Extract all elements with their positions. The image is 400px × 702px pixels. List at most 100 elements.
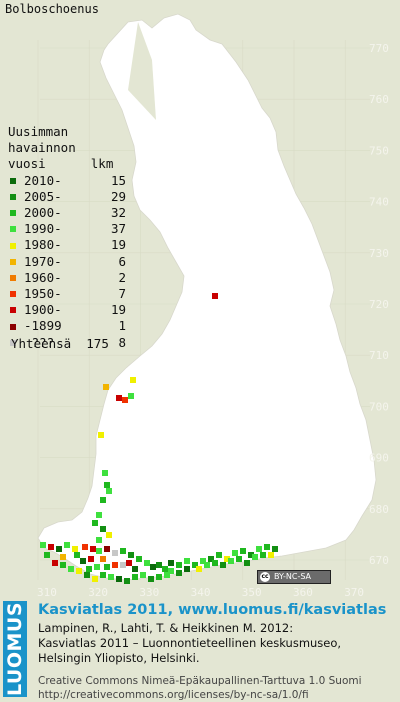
x-grid-label: 320 — [88, 586, 108, 599]
cc-badge-text: BY-NC-SA — [274, 572, 312, 581]
observation-square — [102, 470, 108, 476]
observation-square — [122, 397, 128, 403]
observation-square — [204, 562, 210, 568]
cc-icon: cc — [260, 572, 270, 582]
observation-square — [103, 384, 109, 390]
observation-square — [48, 544, 54, 550]
legend-swatch — [10, 193, 16, 200]
observation-square — [82, 544, 88, 550]
observation-square — [156, 562, 162, 568]
observation-square — [128, 552, 134, 558]
observation-square — [84, 572, 90, 578]
observation-square — [184, 558, 190, 564]
legend-item: 1970- 6 — [8, 254, 126, 270]
citation-line: Kasviatlas 2011 – Luonnontieteellinen ke… — [38, 636, 342, 650]
observation-square — [92, 520, 98, 526]
observation-square — [116, 576, 122, 582]
observation-square — [112, 550, 118, 556]
legend-label: 1960- — [24, 269, 62, 285]
legend-swatch — [10, 242, 16, 249]
observation-square — [168, 560, 174, 566]
observation-square — [272, 546, 278, 552]
observation-square — [176, 570, 182, 576]
observation-square — [224, 556, 230, 562]
legend-item: 1950- 7 — [8, 286, 126, 302]
observation-square — [220, 562, 226, 568]
observation-square — [240, 548, 246, 554]
observation-square — [200, 558, 206, 564]
observation-square — [208, 556, 214, 562]
credits: Kasviatlas 2011, www.luomus.fi/kasviatla… — [38, 600, 386, 702]
legend-item: 1980- 19 — [8, 237, 126, 253]
observation-square — [164, 572, 170, 578]
observation-square — [228, 558, 234, 564]
legend-label: 2010- — [24, 172, 62, 188]
observation-square — [176, 562, 182, 568]
cc-license-badge[interactable]: cc BY-NC-SA — [257, 570, 331, 584]
legend-label: 1970- — [24, 253, 62, 269]
citation-line: Lampinen, R., Lahti, T. & Heikkinen M. 2… — [38, 621, 294, 635]
observation-square — [132, 574, 138, 580]
observation-square — [96, 548, 102, 554]
observation-square — [126, 560, 132, 566]
observation-square — [98, 432, 104, 438]
observation-square — [184, 566, 190, 572]
legend-label: 2000- — [24, 205, 62, 221]
observation-square — [100, 526, 106, 532]
legend-label: 1950- — [24, 286, 62, 302]
legend-count: 6 — [118, 253, 126, 269]
observation-square — [244, 560, 250, 566]
observation-square — [86, 566, 92, 572]
observation-square — [56, 546, 62, 552]
legend-count: 19 — [110, 237, 126, 253]
observation-square — [192, 562, 198, 568]
legend-item: 1900- 19 — [8, 302, 126, 318]
x-grid-label: 330 — [139, 586, 159, 599]
y-grid-label: 750 — [369, 144, 389, 157]
legend-swatch — [10, 307, 16, 314]
observation-square — [252, 554, 258, 560]
y-grid-label: 710 — [369, 349, 389, 362]
observation-square — [100, 572, 106, 578]
observation-square — [52, 560, 58, 566]
y-grid-label: 690 — [369, 452, 389, 465]
legend-swatch — [10, 226, 16, 233]
observation-square — [148, 576, 154, 582]
observation-square — [156, 574, 162, 580]
legend-item: 2000- 32 — [8, 205, 126, 221]
license-link[interactable]: http://creativecommons.org/licenses/by-n… — [38, 689, 309, 701]
observation-square — [60, 562, 66, 568]
observation-square — [76, 568, 82, 574]
observation-square — [72, 546, 78, 552]
observation-square — [74, 552, 80, 558]
observation-square — [196, 566, 202, 572]
legend-count: 37 — [110, 221, 126, 237]
legend-swatch — [10, 258, 16, 265]
x-grid-label: 340 — [191, 586, 211, 599]
legend-total: Yhteensä 175 — [11, 336, 109, 351]
legend: Uusimman havainnon vuosi lkm 2010- 15 2005… — [8, 124, 126, 351]
observation-square — [130, 377, 136, 383]
observation-square — [104, 546, 110, 552]
legend-swatch — [10, 291, 16, 298]
observation-square — [216, 552, 222, 558]
observation-square — [40, 542, 46, 548]
observation-points — [40, 293, 278, 584]
x-grid-label: 310 — [37, 586, 57, 599]
observation-square — [100, 497, 106, 503]
observation-square — [264, 544, 270, 550]
total-count: 175 — [86, 336, 109, 351]
legend-heading-1: Uusimman — [8, 124, 69, 139]
citation-line: Helsingin Yliopisto, Helsinki. — [38, 651, 200, 665]
observation-square — [44, 552, 50, 558]
observation-square — [106, 488, 112, 494]
atlas-title-link[interactable]: Kasviatlas 2011, www.luomus.fi/kasviatla… — [38, 602, 387, 618]
legend-label: -1899 — [24, 318, 62, 334]
legend-label: 1990- — [24, 221, 62, 237]
observation-square — [232, 550, 238, 556]
map-title: Bolboschoenus — [5, 2, 99, 16]
legend-item: -1899 1 — [8, 318, 126, 334]
legend-swatch — [10, 177, 16, 184]
observation-square — [68, 566, 74, 572]
observation-square — [162, 566, 168, 572]
